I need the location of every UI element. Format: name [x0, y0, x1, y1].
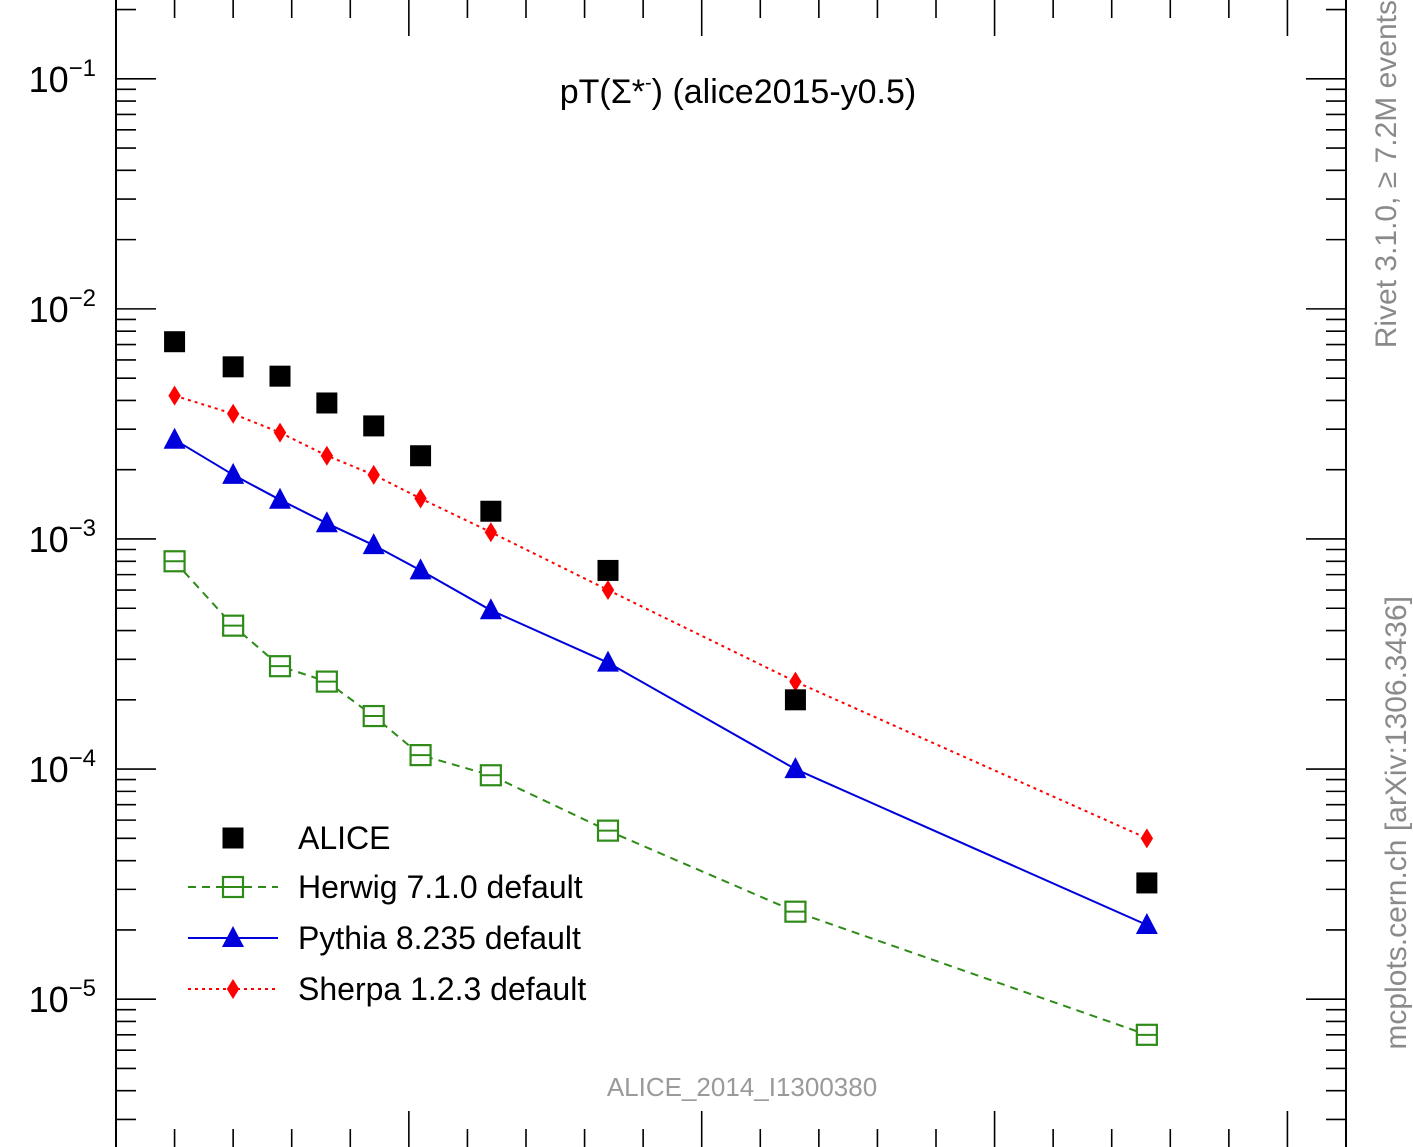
- data-point: [363, 415, 385, 437]
- legend-item: Herwig 7.1.0 default: [188, 869, 583, 905]
- data-point: [316, 392, 338, 414]
- data-point: [315, 511, 338, 533]
- y-tick-label: 10−5: [29, 975, 96, 1020]
- series-pythia: [163, 427, 1158, 935]
- data-point: [784, 757, 807, 779]
- data-point: [163, 427, 186, 449]
- data-point: [269, 365, 291, 387]
- data-point: [414, 488, 427, 509]
- series-line: [173, 560, 1148, 1036]
- data-point: [273, 422, 287, 443]
- data-point: [362, 704, 385, 728]
- y-tick-label: 10−2: [29, 285, 96, 330]
- legend: ALICE Herwig 7.1.0 default Pythia 8.235 de…: [188, 820, 586, 1007]
- legend-item: Pythia 8.235 default: [188, 920, 581, 956]
- data-point: [480, 500, 502, 522]
- y-tick-labels: 10−1 10−2 10−3 10−4 10−5: [29, 55, 96, 1020]
- data-point: [1140, 828, 1154, 849]
- y-tick-label: 10−4: [29, 745, 96, 790]
- legend-label: Pythia 8.235 default: [298, 920, 581, 956]
- y-tick-label: 10−1: [29, 55, 96, 100]
- series-herwig: [163, 550, 1158, 1046]
- data-point: [226, 979, 240, 999]
- series-layer: [163, 331, 1158, 1046]
- analysis-id-annotation: ALICE_2014_I1300380: [607, 1072, 877, 1102]
- data-point: [789, 671, 802, 692]
- legend-label: Herwig 7.1.0 default: [298, 869, 583, 905]
- data-point: [597, 559, 619, 581]
- data-point: [222, 356, 244, 378]
- data-point: [269, 487, 291, 509]
- data-point: [222, 462, 245, 484]
- data-point: [409, 744, 432, 767]
- chart-title: pT(Σ*-) (alice2015-y0.5): [560, 72, 916, 111]
- legend-item: Sherpa 1.2.3 default: [188, 971, 586, 1007]
- data-point: [367, 464, 380, 485]
- data-point: [222, 827, 244, 849]
- y-tick-label: 10−3: [29, 515, 96, 560]
- data-point: [409, 558, 432, 580]
- data-point: [784, 900, 807, 923]
- data-point: [268, 655, 292, 678]
- data-point: [601, 580, 615, 601]
- data-point: [596, 819, 620, 842]
- data-point: [222, 614, 245, 637]
- series-sherpa: [168, 385, 1154, 849]
- axis-ticks: [116, 0, 1346, 1147]
- data-point: [168, 385, 181, 406]
- data-point: [484, 522, 498, 543]
- data-point: [315, 670, 338, 693]
- data-point: [164, 331, 186, 353]
- data-point: [222, 926, 244, 947]
- data-point: [784, 689, 806, 711]
- data-point: [362, 533, 385, 555]
- rivet-version-label: Rivet 3.1.0, ≥ 7.2M events: [1370, 0, 1403, 348]
- data-point: [221, 875, 245, 899]
- legend-label: Sherpa 1.2.3 default: [298, 971, 586, 1007]
- data-point: [1135, 1023, 1158, 1046]
- plot-frame: [115, 0, 1347, 1147]
- data-point: [226, 403, 240, 424]
- data-point: [1135, 913, 1158, 935]
- mcplots-source-label: mcplots.cern.ch [arXiv:1306.3436]: [1380, 596, 1413, 1050]
- data-point: [479, 764, 502, 787]
- series-line: [174, 394, 1148, 840]
- data-point: [410, 445, 432, 467]
- data-point: [479, 598, 502, 620]
- data-point: [597, 650, 619, 672]
- legend-label: ALICE: [298, 820, 390, 856]
- plot-area-border: [115, 0, 1347, 1147]
- series-alice: [164, 331, 1158, 894]
- data-point: [1136, 872, 1158, 894]
- data-point: [163, 550, 186, 573]
- legend-item: ALICE: [222, 820, 390, 856]
- series-line: [174, 438, 1148, 926]
- data-point: [320, 445, 334, 466]
